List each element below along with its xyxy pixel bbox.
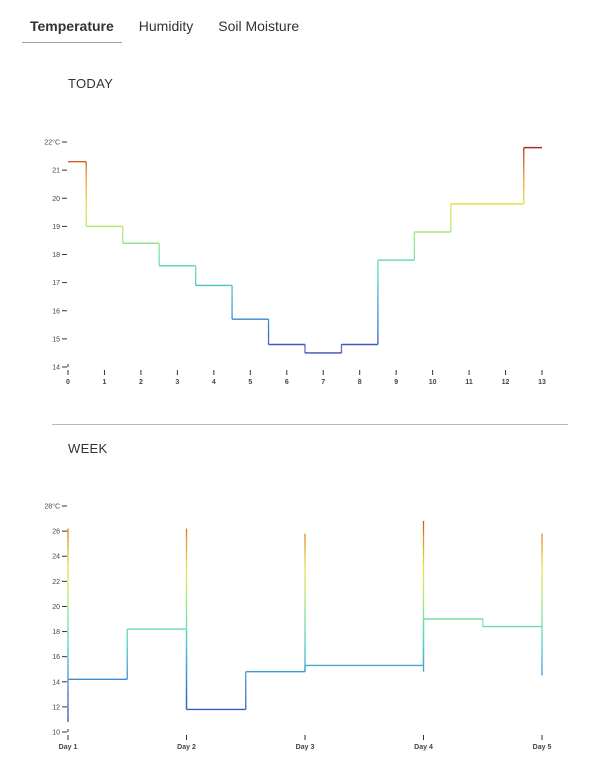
x-tick-label: 13 bbox=[538, 379, 546, 386]
y-tick-label: 18 bbox=[52, 629, 60, 636]
y-tick-label: 24 bbox=[52, 554, 60, 561]
y-tick-label: 16 bbox=[52, 654, 60, 661]
x-tick-label: 2 bbox=[139, 379, 143, 386]
section-divider bbox=[52, 424, 568, 425]
y-tick-label: 17 bbox=[52, 280, 60, 287]
x-tick-label: 3 bbox=[175, 379, 179, 386]
x-tick-label: 0 bbox=[66, 379, 70, 386]
x-tick-label: 6 bbox=[285, 379, 289, 386]
x-tick-label: 8 bbox=[358, 379, 362, 386]
x-tick-label: Day 5 bbox=[533, 744, 552, 751]
x-tick-label: 1 bbox=[103, 379, 107, 386]
y-tick-label: 20 bbox=[52, 196, 60, 203]
y-tick-label: 26 bbox=[52, 529, 60, 536]
x-tick-label: Day 3 bbox=[296, 744, 315, 751]
tab-soil-moisture[interactable]: Soil Moisture bbox=[218, 18, 300, 34]
tab-temperature[interactable]: Temperature bbox=[22, 14, 122, 43]
y-tick-label: 18 bbox=[52, 252, 60, 259]
week-title: WEEK bbox=[68, 441, 108, 456]
today-title: TODAY bbox=[68, 76, 114, 91]
y-tick-label: 10 bbox=[52, 730, 60, 737]
x-tick-label: 9 bbox=[394, 379, 398, 386]
week-chart: 10 12 14 16 18 20 22 24 26 28°C Day 1 Day 2 Day 3 Day… bbox=[44, 503, 552, 752]
y-tick-label: 22°C bbox=[44, 139, 60, 147]
y-tick-label: 19 bbox=[52, 224, 60, 231]
x-tick-label: 10 bbox=[429, 379, 437, 386]
y-tick-label: 21 bbox=[52, 168, 60, 175]
y-tick-label: 22 bbox=[52, 579, 60, 586]
x-tick-label: 7 bbox=[321, 379, 325, 386]
x-tick-label: 5 bbox=[248, 379, 252, 386]
y-tick-label: 16 bbox=[52, 308, 60, 315]
x-tick-label: Day 1 bbox=[59, 744, 78, 751]
y-tick-label: 28°C bbox=[44, 503, 60, 511]
y-tick-label: 20 bbox=[52, 604, 60, 611]
y-tick-label: 12 bbox=[52, 704, 60, 711]
y-tick-label: 15 bbox=[52, 336, 60, 343]
y-tick-label: 14 bbox=[52, 679, 60, 686]
x-tick-label: 12 bbox=[502, 379, 510, 386]
x-tick-label: 11 bbox=[465, 379, 473, 386]
tab-bar: Temperature Humidity Soil Moisture bbox=[22, 14, 316, 43]
x-tick-label: Day 2 bbox=[177, 744, 196, 751]
y-tick-label: 14 bbox=[52, 365, 60, 372]
x-tick-label: 4 bbox=[212, 379, 216, 386]
tab-humidity[interactable]: Humidity bbox=[138, 18, 194, 34]
x-tick-label: Day 4 bbox=[414, 744, 433, 751]
